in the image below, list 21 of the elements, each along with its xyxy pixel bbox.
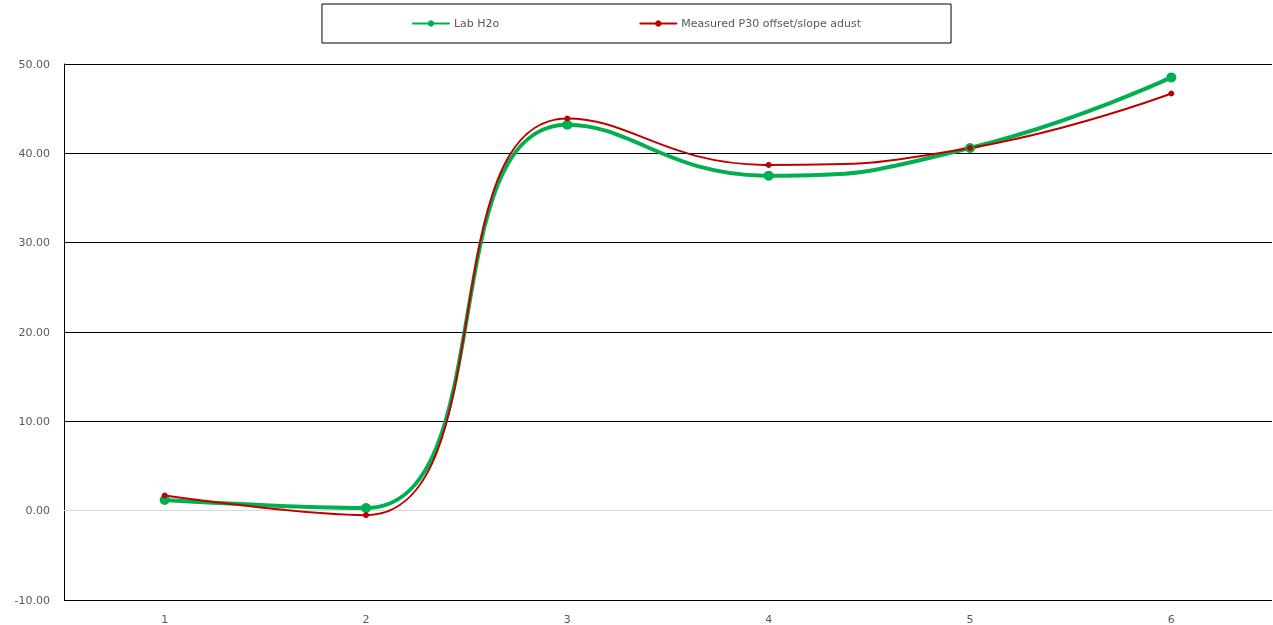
point [363,512,369,519]
point [562,119,573,130]
y-tick-label: 40.00 [18,146,50,160]
x-tick-label: 2 [362,613,370,625]
x-tick-label: 3 [563,613,571,625]
y-tick-label: 20.00 [18,325,50,339]
legend-label: Measured P30 offset/slope adust [681,17,862,30]
y-tick-label: 0.00 [25,504,50,518]
legend-label: Lab H2o [453,17,500,30]
point [361,502,371,513]
point [1166,72,1177,83]
point [765,161,772,168]
x-tick-label: 5 [966,613,974,625]
point [763,170,774,181]
y-tick-label: 50.00 [18,57,50,71]
x-tick-label: 4 [765,613,773,625]
x-tick-label: 1 [161,613,169,625]
y-tick-label: 30.00 [18,236,50,250]
y-tick-label: -10.00 [14,593,50,607]
x-tick-label: 6 [1167,613,1175,625]
y-tick-label: 10.00 [18,414,50,428]
